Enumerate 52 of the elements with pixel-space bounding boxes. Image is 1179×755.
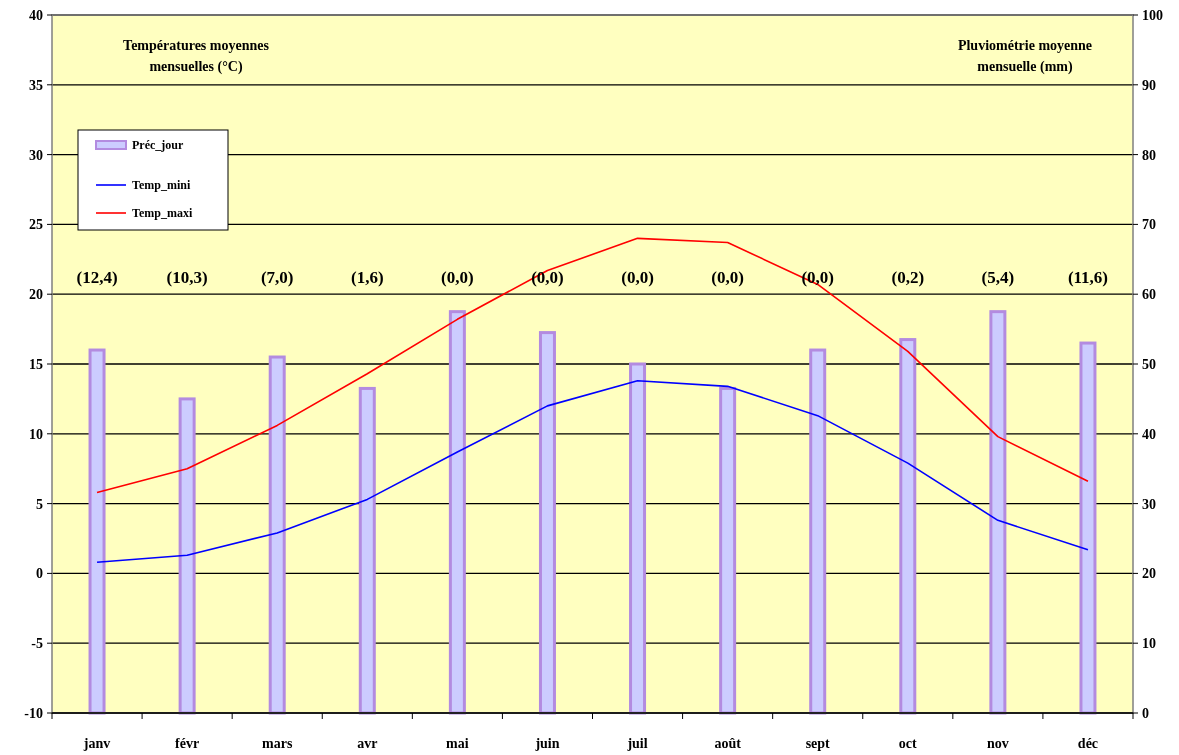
annotation: (7,0): [260, 268, 294, 287]
annotation: (10,3): [166, 268, 208, 287]
annotation: (0,0): [441, 268, 474, 287]
annotation: (11,6): [1067, 268, 1109, 287]
annotation: (0,0): [801, 268, 834, 287]
x-tick-label: sept: [805, 736, 831, 751]
x-tick-label: mai: [446, 736, 469, 751]
y2-tick-label: 70: [1142, 217, 1156, 233]
y2-tick-label: 0: [1142, 706, 1149, 721]
y2-tick-label: 100: [1142, 8, 1163, 23]
y2-tick-label: 60: [1142, 287, 1156, 303]
annotation: (1,6): [351, 268, 384, 287]
y-tick-label: -10: [24, 706, 43, 721]
annotation: (0,0): [531, 268, 564, 287]
y-tick-label: 35: [29, 77, 43, 93]
x-tick-label: janv: [82, 736, 111, 751]
y-tick-label: 15: [29, 357, 43, 372]
y-tick-label: 25: [29, 217, 43, 233]
x-tick-label: nov: [986, 736, 1009, 751]
y2-tick-label: 10: [1142, 636, 1156, 652]
line-series: [96, 379, 1089, 564]
y2-tick-label: 30: [1142, 496, 1156, 512]
y-tick-label: 5: [36, 496, 43, 512]
x-tick-label: déc: [1077, 736, 1099, 751]
x-tick-label: avr: [357, 736, 378, 751]
y-tick-label: 10: [29, 426, 43, 442]
y-tick-label: 20: [29, 287, 43, 303]
y-tick-label: 40: [29, 8, 43, 23]
annotation: (0,2): [891, 268, 925, 287]
legend-label: Temp_mini: [132, 178, 191, 192]
y-tick-label: -5: [31, 636, 43, 652]
y2-tick-label: 40: [1142, 426, 1156, 442]
y2-tick-label: 50: [1142, 357, 1156, 372]
x-tick-label: oct: [898, 736, 918, 751]
annotation: (5,4): [981, 268, 1015, 287]
y2-tick-label: 80: [1142, 147, 1156, 163]
y-tick-label: 30: [29, 147, 43, 163]
legend-label: Préc_jour: [132, 138, 184, 152]
annotation: (0,0): [621, 268, 654, 287]
y-tick-label: 0: [36, 566, 43, 582]
y2-tick-label: 20: [1142, 566, 1156, 582]
annotation: (0,0): [711, 268, 744, 287]
x-tick-label: juin: [534, 736, 560, 751]
y2-axis-title: Pluviométrie moyenne mensuelle (mm): [957, 38, 1093, 75]
x-tick-label: juil: [626, 736, 648, 751]
x-tick-label: févr: [175, 736, 200, 751]
legend-label: Temp_maxi: [132, 206, 193, 220]
x-tick-label: mars: [262, 736, 293, 751]
annotation: (12,4): [76, 268, 118, 287]
x-tick-label: août: [714, 736, 742, 751]
y2-tick-label: 90: [1142, 77, 1156, 93]
y-axis-title: Températures moyennes mensuelles (°C): [123, 38, 270, 75]
